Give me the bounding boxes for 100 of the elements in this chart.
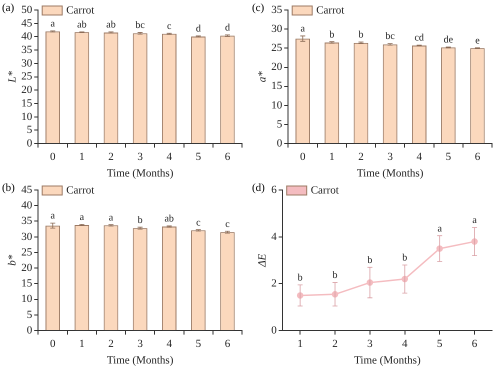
x-tick-label: 3: [137, 338, 144, 350]
annotation: bc: [135, 20, 146, 32]
annotation: b: [332, 270, 338, 282]
annotation: a: [108, 212, 114, 224]
x-tick-label: 1: [79, 338, 85, 350]
x-axis-title: Time (Months): [106, 354, 174, 366]
annotation: b: [402, 252, 408, 264]
y-tick-label: 20: [21, 84, 33, 96]
chart-title: (b): [2, 182, 15, 194]
y-tick-label: 40: [21, 200, 33, 212]
y-tick-label: 10: [21, 110, 33, 123]
x-axis-title: Time (Months): [356, 167, 424, 180]
x-tick-label: 2: [358, 151, 364, 164]
annotation: a: [50, 18, 56, 30]
y-tick-label: 0: [26, 324, 33, 336]
legend-label: Carrot: [310, 184, 339, 196]
y-tick-label: 25: [21, 70, 33, 83]
y-tick-label: 25: [271, 42, 283, 54]
y-tick-label: 25: [21, 246, 33, 258]
x-tick-label: 1: [79, 151, 85, 164]
y-tick-label: 35: [21, 44, 33, 56]
x-tick-label: 1: [329, 151, 335, 164]
y-tick-label: 4: [271, 230, 278, 243]
x-tick-label: 3: [387, 151, 394, 164]
chart-title: (d): [252, 182, 265, 194]
y-tick-label: 2: [271, 278, 277, 290]
annotation: b: [367, 254, 372, 266]
x-tick-label: 4: [416, 151, 422, 164]
annotation: d: [196, 24, 201, 35]
annotation: b: [329, 29, 334, 40]
annotation: c: [196, 217, 202, 228]
annotation: bc: [385, 31, 396, 42]
x-tick-label: 2: [108, 151, 114, 164]
x-tick-label: 6: [472, 338, 478, 350]
y-tick-label: 10: [21, 293, 33, 306]
annotation: ab: [164, 214, 174, 225]
y-tick-label: 50: [21, 4, 33, 16]
legend-label: Carrot: [66, 4, 94, 16]
x-tick-label: 3: [137, 151, 144, 164]
annotation: b: [358, 30, 364, 41]
legend-label: Carrot: [316, 4, 344, 16]
x-tick-label: 2: [108, 338, 114, 350]
x-tick-label: 0: [300, 151, 306, 164]
y-tick-label: 6: [271, 184, 278, 196]
x-tick-label: 6: [474, 151, 481, 164]
annotation: e: [475, 35, 480, 46]
y-axis-title: a*: [256, 70, 268, 82]
annotation: ab: [77, 20, 87, 31]
y-tick-label: 5: [26, 124, 33, 136]
y-tick-label: 5: [26, 308, 33, 321]
x-tick-label: 0: [50, 151, 56, 164]
x-tick-label: 0: [50, 338, 56, 350]
y-tick-label: 30: [21, 57, 33, 70]
x-tick-label: 2: [332, 338, 338, 350]
x-tick-label: 4: [402, 338, 408, 350]
x-axis-title: Time (Months): [106, 167, 174, 180]
y-tick-label: 30: [271, 22, 283, 35]
y-tick-label: 10: [271, 99, 283, 112]
annotation: d: [224, 22, 230, 34]
y-tick-label: 40: [21, 30, 33, 43]
annotation: c: [166, 20, 172, 32]
x-tick-label: 3: [367, 338, 374, 350]
x-tick-label: 5: [196, 338, 202, 350]
y-tick-label: 20: [271, 61, 283, 74]
x-tick-label: 5: [446, 151, 452, 164]
x-tick-label: 6: [224, 151, 231, 164]
x-tick-label: 4: [166, 338, 172, 350]
chart-title: (a): [2, 2, 14, 14]
y-tick-label: 15: [21, 97, 33, 110]
legend-label: Carrot: [66, 184, 94, 196]
annotation: de: [444, 34, 454, 46]
y-tick-label: 0: [26, 137, 33, 150]
y-tick-label: 0: [276, 137, 283, 150]
y-tick-label: 5: [276, 118, 283, 130]
y-tick-label: 35: [271, 4, 283, 16]
y-tick-label: 45: [21, 184, 33, 196]
annotation: b: [138, 214, 143, 226]
y-axis-title: b*: [6, 254, 18, 266]
y-tick-label: 15: [21, 278, 33, 290]
x-tick-label: 5: [196, 151, 202, 164]
y-tick-label: 20: [21, 262, 33, 274]
y-tick-label: 45: [21, 17, 33, 30]
annotation: a: [50, 210, 56, 222]
y-axis-title: ΔE: [256, 253, 268, 268]
annotation: a: [472, 215, 478, 226]
y-tick-label: 30: [21, 230, 33, 243]
annotation: ab: [106, 20, 116, 31]
y-axis-title: L*: [6, 70, 18, 84]
annotation: b: [298, 272, 303, 284]
chart-title: (c): [252, 2, 264, 14]
x-tick-label: 5: [436, 338, 443, 350]
annotation: c: [225, 218, 230, 230]
y-tick-label: 35: [21, 215, 33, 228]
annotation: a: [80, 212, 85, 223]
x-axis-title: Time (Months): [354, 354, 421, 366]
y-tick-label: 15: [271, 80, 283, 92]
x-tick-label: 1: [297, 338, 303, 350]
x-tick-label: 6: [224, 338, 231, 350]
annotation: a: [437, 223, 442, 234]
annotation: a: [300, 24, 306, 35]
